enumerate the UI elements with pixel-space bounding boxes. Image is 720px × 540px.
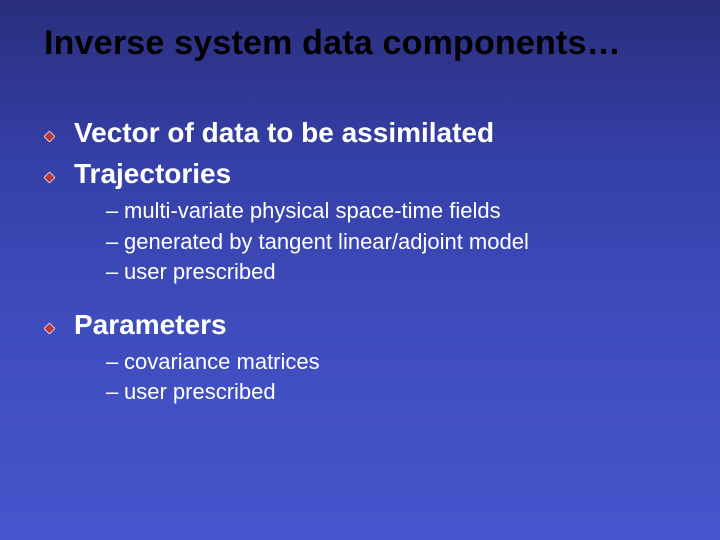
slide-title: Inverse system data components… [44,24,688,63]
sub-list-item: – generated by tangent linear/adjoint mo… [106,228,688,257]
dash-bullet-icon: – [106,349,124,375]
sub-list-item-label: covariance matrices [124,348,320,377]
diamond-bullet-icon [44,131,58,142]
sub-list-item: – multi-variate physical space-time fiel… [106,197,688,226]
sub-list: – multi-variate physical space-time fiel… [106,197,688,287]
list-item: Vector of data to be assimilated [44,115,688,150]
diamond-bullet-icon [44,172,58,183]
sub-list-item: – user prescribed [106,378,688,407]
list-item: Trajectories [44,156,688,191]
list-item: Parameters [44,307,688,342]
sub-list: – covariance matrices – user prescribed [106,348,688,407]
dash-bullet-icon: – [106,379,124,405]
sub-list-item: – user prescribed [106,258,688,287]
dash-bullet-icon: – [106,259,124,285]
sub-list-item-label: user prescribed [124,258,276,287]
list-item-label: Parameters [74,307,227,342]
list-item-label: Vector of data to be assimilated [74,115,494,150]
sub-list-item-label: multi-variate physical space-time fields [124,197,501,226]
diamond-bullet-icon [44,323,58,334]
dash-bullet-icon: – [106,198,124,224]
slide: Inverse system data components… Vector o… [0,0,720,540]
sub-list-item-label: user prescribed [124,378,276,407]
sub-list-item: – covariance matrices [106,348,688,377]
list-item-label: Trajectories [74,156,231,191]
dash-bullet-icon: – [106,229,124,255]
sub-list-item-label: generated by tangent linear/adjoint mode… [124,228,529,257]
